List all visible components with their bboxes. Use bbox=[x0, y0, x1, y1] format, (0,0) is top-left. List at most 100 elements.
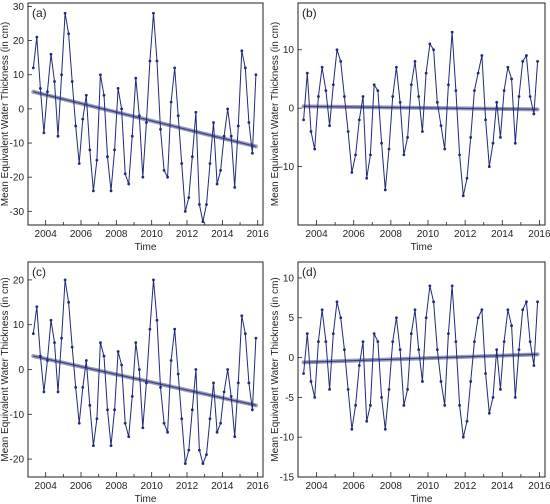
data-point bbox=[343, 348, 346, 351]
data-point bbox=[152, 11, 155, 15]
data-point bbox=[236, 381, 240, 385]
data-point bbox=[369, 403, 372, 407]
x-tick-label: 2004 bbox=[35, 481, 58, 492]
data-point bbox=[215, 430, 219, 434]
x-tick-label: 2010 bbox=[417, 229, 440, 240]
data-point bbox=[127, 435, 131, 439]
data-point bbox=[380, 141, 383, 145]
data-point bbox=[148, 59, 152, 63]
y-tick-label: -10 bbox=[10, 410, 25, 421]
y-tick-label: 0 bbox=[288, 104, 294, 115]
data-point bbox=[525, 300, 528, 304]
y-tick-label: -30 bbox=[10, 207, 25, 218]
data-point bbox=[116, 350, 120, 353]
data-point bbox=[141, 175, 145, 179]
data-point bbox=[243, 332, 247, 336]
data-point bbox=[250, 408, 254, 412]
data-point bbox=[517, 95, 521, 98]
data-point bbox=[74, 386, 78, 389]
trend-line bbox=[303, 105, 538, 110]
data-point bbox=[395, 316, 398, 320]
data-point bbox=[424, 316, 428, 320]
data-point bbox=[369, 153, 372, 157]
data-point bbox=[120, 363, 124, 367]
data-point bbox=[309, 130, 313, 133]
data-point bbox=[383, 188, 387, 192]
data-point bbox=[137, 368, 141, 371]
y-tick-label: -20 bbox=[10, 173, 25, 184]
data-point bbox=[67, 300, 71, 304]
data-point bbox=[56, 390, 60, 394]
data-point bbox=[402, 403, 406, 407]
data-point bbox=[49, 318, 53, 322]
data-point bbox=[495, 348, 499, 351]
data-point bbox=[116, 86, 120, 90]
data-point bbox=[169, 100, 173, 104]
data-point bbox=[63, 11, 67, 15]
data-point bbox=[42, 390, 46, 394]
data-point bbox=[201, 220, 205, 223]
data-point bbox=[229, 394, 233, 398]
x-tick-label: 2012 bbox=[176, 481, 199, 492]
data-point bbox=[31, 332, 35, 336]
y-axis-label: Mean Equivalent Water Thickness (in cm) bbox=[0, 277, 11, 462]
data-point bbox=[443, 147, 447, 151]
data-point bbox=[144, 381, 148, 385]
x-tick-label: 2006 bbox=[70, 481, 93, 492]
data-point bbox=[454, 89, 458, 93]
data-point bbox=[176, 372, 180, 376]
data-point bbox=[187, 448, 191, 452]
data-point bbox=[88, 148, 92, 152]
data-point bbox=[506, 65, 510, 69]
chart-panel-1: (a) -30 -20 -10 0 10 20 30 2004 2006 2008 2010 2012 2… bbox=[0, 2, 269, 253]
data-point bbox=[417, 95, 421, 98]
data-point bbox=[372, 332, 376, 336]
data-point bbox=[144, 121, 148, 124]
data-point bbox=[432, 300, 435, 304]
data-point bbox=[454, 340, 458, 344]
panel-label: (b) bbox=[302, 6, 317, 20]
data-point bbox=[320, 65, 324, 69]
data-point bbox=[491, 141, 495, 145]
data-point bbox=[361, 95, 365, 98]
data-point bbox=[148, 327, 152, 331]
data-point bbox=[240, 49, 244, 53]
data-point bbox=[180, 417, 184, 421]
data-point bbox=[350, 427, 354, 431]
data-point bbox=[354, 153, 357, 157]
data-point bbox=[187, 196, 191, 200]
data-point bbox=[480, 54, 484, 57]
data-point bbox=[421, 130, 424, 133]
data-point bbox=[233, 435, 237, 439]
data-point bbox=[152, 278, 155, 282]
y-tick-label: 10 bbox=[13, 320, 25, 331]
data-point bbox=[461, 194, 465, 198]
plot-frame bbox=[297, 2, 546, 226]
data-point bbox=[476, 71, 480, 75]
data-point bbox=[173, 66, 177, 70]
data-point bbox=[226, 368, 230, 371]
data-point bbox=[46, 359, 49, 362]
data-point bbox=[222, 134, 226, 138]
data-point bbox=[335, 300, 339, 304]
data-point bbox=[243, 66, 247, 70]
data-point bbox=[521, 308, 525, 312]
data-point bbox=[63, 278, 67, 282]
data-point bbox=[219, 168, 222, 172]
data-point bbox=[60, 336, 63, 340]
data-point bbox=[439, 380, 443, 383]
data-point bbox=[484, 118, 487, 122]
data-point bbox=[328, 124, 331, 128]
data-point bbox=[495, 100, 499, 104]
data-point bbox=[180, 162, 184, 165]
data-point bbox=[521, 60, 525, 63]
data-point bbox=[365, 419, 369, 423]
data-point bbox=[81, 386, 85, 389]
x-tick-label: 2016 bbox=[528, 481, 550, 492]
data-point bbox=[159, 127, 162, 131]
data-point bbox=[395, 65, 398, 69]
x-tick-label: 2012 bbox=[176, 229, 199, 240]
data-point bbox=[302, 118, 305, 122]
data-point bbox=[343, 95, 346, 98]
data-point bbox=[484, 372, 487, 375]
